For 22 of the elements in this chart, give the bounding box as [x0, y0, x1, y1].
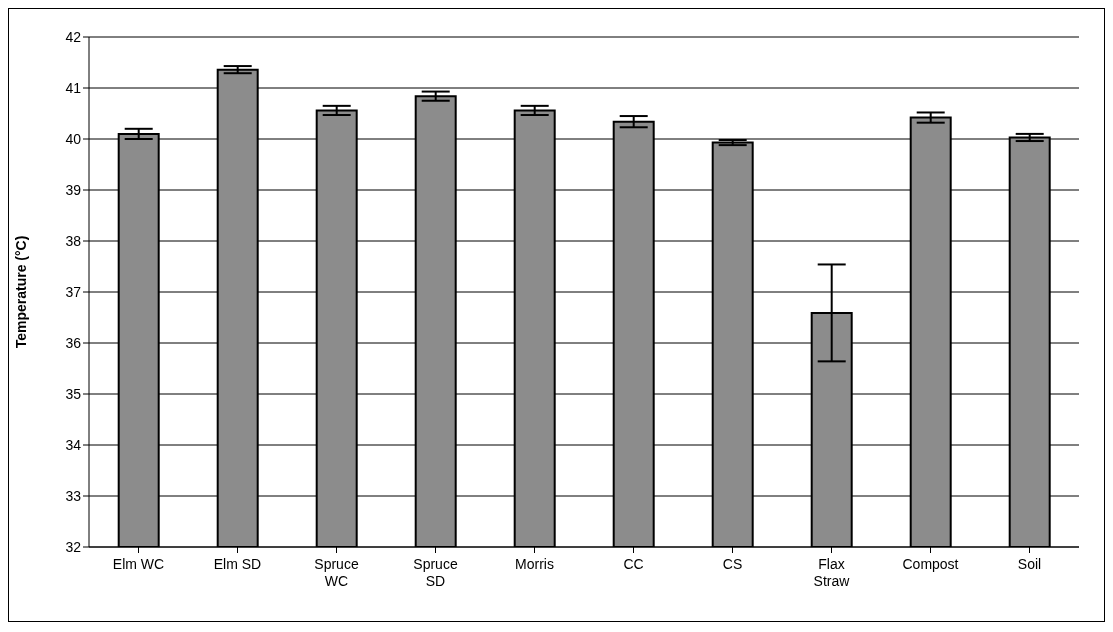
y-tick-label: 40 [65, 130, 82, 147]
x-tick-label: Spruce SD [413, 556, 458, 589]
x-tick-label: Morris [515, 556, 554, 572]
y-tick-label: 37 [65, 283, 82, 300]
y-tick-label: 34 [65, 436, 82, 453]
x-tick-label: Elm WC [112, 556, 165, 572]
x-tick-label: Spruce WC [314, 556, 359, 589]
x-tick-label: Compost [902, 556, 959, 572]
x-tick-label: Soil [1017, 556, 1042, 572]
y-tick-label: 35 [65, 385, 82, 402]
y-tick-label: 41 [65, 79, 82, 96]
y-tick-label: 33 [65, 487, 82, 504]
y-tick-label: 32 [65, 538, 82, 555]
y-tick-label: 39 [65, 181, 82, 198]
y-tick-label: 36 [65, 334, 82, 351]
y-axis-title: Temperature (°C) [12, 235, 29, 349]
x-tick-label: CS [722, 556, 743, 572]
x-tick-label: Flax Straw [813, 556, 851, 589]
y-tick-label: 42 [65, 28, 82, 45]
x-tick-label: Elm SD [213, 556, 262, 572]
x-tick-label: CC [623, 556, 644, 572]
y-tick-label: 38 [65, 232, 82, 249]
